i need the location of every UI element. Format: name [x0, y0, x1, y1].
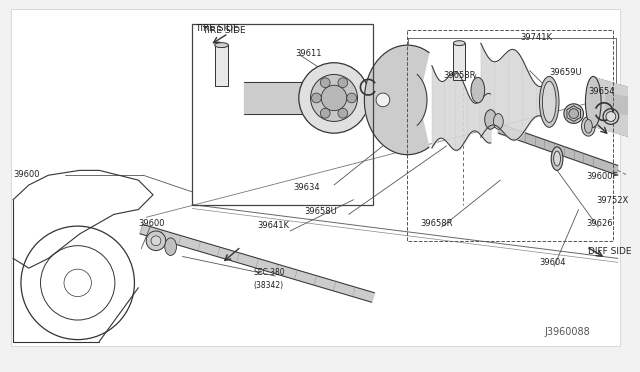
Circle shape [338, 108, 348, 118]
Polygon shape [244, 82, 310, 113]
Circle shape [564, 104, 584, 124]
Bar [453, 43, 465, 80]
Polygon shape [593, 77, 627, 136]
Text: (38342): (38342) [254, 281, 284, 290]
Text: 39600F: 39600F [586, 172, 618, 181]
Circle shape [320, 78, 330, 87]
Ellipse shape [471, 77, 484, 103]
Circle shape [151, 236, 161, 246]
Bar [408, 31, 613, 241]
Ellipse shape [606, 112, 616, 121]
Circle shape [310, 74, 358, 121]
Ellipse shape [551, 147, 563, 170]
Text: 39600: 39600 [13, 170, 40, 179]
Ellipse shape [584, 119, 592, 133]
Text: SEC.380: SEC.380 [254, 268, 285, 277]
Ellipse shape [540, 76, 559, 127]
Circle shape [320, 108, 330, 118]
Polygon shape [364, 45, 429, 155]
Text: TIRE SIDE: TIRE SIDE [202, 26, 246, 35]
Polygon shape [408, 74, 427, 125]
Ellipse shape [453, 41, 465, 46]
Text: 39641K: 39641K [258, 221, 290, 230]
Circle shape [146, 231, 166, 251]
Text: 39658R: 39658R [420, 219, 452, 228]
Ellipse shape [554, 151, 561, 166]
Ellipse shape [582, 116, 595, 136]
Text: TIRE SIDE: TIRE SIDE [195, 23, 239, 33]
Text: 39611: 39611 [295, 49, 321, 58]
Text: 39658U: 39658U [305, 206, 337, 215]
Text: 39626: 39626 [586, 219, 613, 228]
Text: J3960088: J3960088 [545, 327, 590, 337]
Ellipse shape [372, 81, 394, 119]
Bar [214, 45, 228, 86]
Text: 39752X: 39752X [596, 196, 628, 205]
Ellipse shape [214, 43, 228, 48]
Ellipse shape [586, 76, 601, 127]
Text: 39654: 39654 [588, 87, 615, 96]
Ellipse shape [164, 238, 177, 256]
Circle shape [312, 93, 321, 103]
Text: DIFF SIDE: DIFF SIDE [588, 247, 632, 256]
Ellipse shape [301, 79, 319, 116]
Ellipse shape [493, 113, 503, 129]
Circle shape [299, 63, 369, 133]
Polygon shape [499, 124, 618, 175]
Text: 39741K: 39741K [520, 33, 552, 42]
Circle shape [376, 93, 390, 107]
Text: 39658R: 39658R [444, 71, 476, 80]
Text: 39634: 39634 [293, 183, 319, 192]
Circle shape [321, 85, 347, 110]
Ellipse shape [542, 81, 556, 122]
Circle shape [569, 109, 579, 119]
Polygon shape [606, 94, 627, 115]
Text: 39659U: 39659U [549, 68, 582, 77]
Ellipse shape [484, 110, 497, 129]
Polygon shape [140, 224, 374, 302]
Text: 39600: 39600 [138, 219, 165, 228]
Bar [192, 23, 373, 205]
Circle shape [338, 78, 348, 87]
Circle shape [347, 93, 356, 103]
Text: 39604: 39604 [540, 259, 566, 267]
